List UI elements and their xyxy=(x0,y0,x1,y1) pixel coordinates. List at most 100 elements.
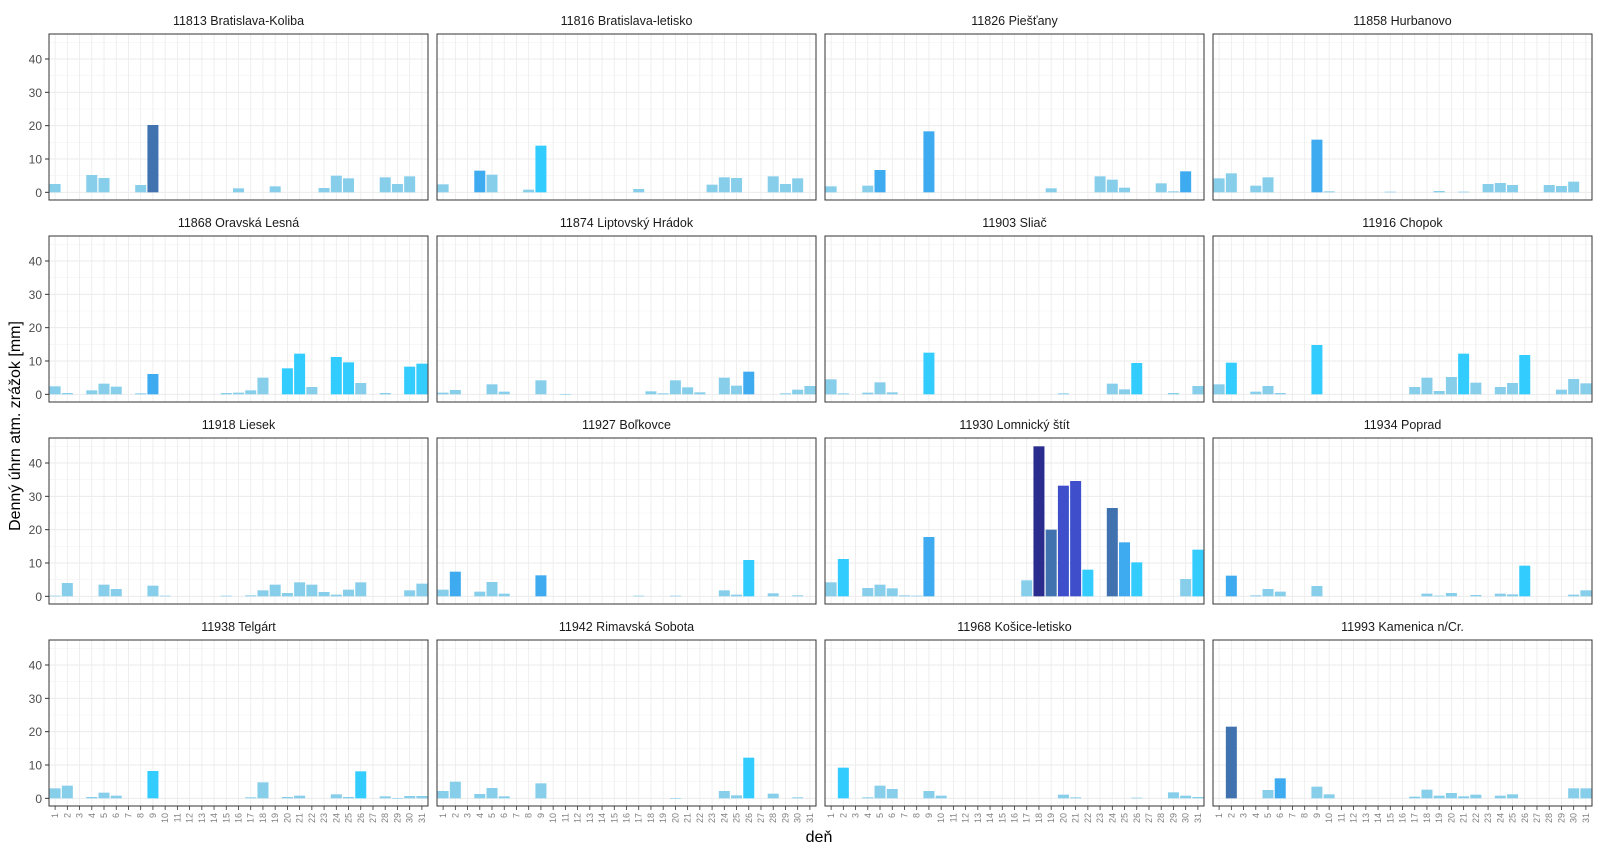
x-tick-label: 31 xyxy=(805,813,815,823)
bar-day-29 xyxy=(1167,191,1179,193)
bar-day-31 xyxy=(804,386,816,395)
bar-day-8 xyxy=(911,595,923,597)
bar-day-24 xyxy=(1494,387,1506,395)
x-tick-label: 27 xyxy=(1532,813,1542,823)
bar-day-9 xyxy=(1311,786,1323,799)
bar-day-6 xyxy=(498,593,510,597)
bar-day-24 xyxy=(718,791,730,799)
bar-day-29 xyxy=(1555,389,1567,395)
bar-day-24 xyxy=(1494,183,1506,193)
bar-day-25 xyxy=(343,362,355,395)
x-tick-label: 11 xyxy=(560,813,570,822)
bar-day-25 xyxy=(1119,389,1131,395)
x-tick-label: 4 xyxy=(1251,813,1261,818)
bar-day-21 xyxy=(294,353,306,395)
x-tick-label: 26 xyxy=(1132,813,1142,823)
bar-day-4 xyxy=(474,591,486,597)
x-tick-label: 5 xyxy=(1263,813,1273,818)
bar-day-1 xyxy=(437,184,449,193)
bar-day-18 xyxy=(257,377,269,395)
bar-day-30 xyxy=(792,797,804,799)
x-tick-label: 7 xyxy=(123,813,133,818)
x-tick-label: 30 xyxy=(1569,813,1579,823)
panel-title: 11930 Lomnický štít xyxy=(959,418,1070,432)
bar-day-2 xyxy=(61,785,73,799)
bar-day-21 xyxy=(1070,797,1082,799)
bar-day-6 xyxy=(886,789,898,799)
panel-10: 11927 Boľkovce xyxy=(436,418,817,605)
panel-1: 11813 Bratislava-Koliba 0 10 20 30 40 xyxy=(29,14,429,201)
x-tick-label: 13 xyxy=(197,813,207,823)
x-tick-label: 28 xyxy=(380,813,390,823)
bar-day-9 xyxy=(923,131,935,193)
bar-day-24 xyxy=(1494,593,1506,597)
bar-day-19 xyxy=(1045,188,1057,193)
bar-day-1 xyxy=(825,582,837,597)
bar-day-20 xyxy=(1057,393,1069,395)
x-tick-label: 19 xyxy=(1046,813,1056,823)
bar-day-1 xyxy=(49,788,61,799)
bar-day-18 xyxy=(257,782,269,799)
bar-day-5 xyxy=(874,584,886,597)
bar-day-15 xyxy=(220,595,232,597)
bar-day-25 xyxy=(1507,383,1519,395)
x-tick-label: 22 xyxy=(1083,813,1093,823)
bar-day-28 xyxy=(379,796,391,799)
x-tick-label: 19 xyxy=(658,813,668,823)
bar-day-24 xyxy=(1106,383,1118,395)
bar-day-20 xyxy=(669,798,681,799)
bar-day-25 xyxy=(731,795,743,799)
y-tick-label: 40 xyxy=(29,457,43,471)
bar-day-17 xyxy=(245,797,257,799)
bar-day-4 xyxy=(1250,391,1262,395)
bar-day-20 xyxy=(1057,485,1069,597)
bar-day-22 xyxy=(306,387,318,395)
x-tick-label: 4 xyxy=(475,813,485,818)
panel-border xyxy=(1212,235,1593,403)
x-tick-label: 13 xyxy=(973,813,983,823)
bar-day-30 xyxy=(404,590,416,597)
x-tick-label: 3 xyxy=(463,813,473,818)
bar-day-30 xyxy=(1180,171,1192,193)
x-tick-label: 22 xyxy=(307,813,317,823)
bar-day-26 xyxy=(1519,565,1531,597)
y-tick-label: 10 xyxy=(29,355,43,369)
bar-day-31 xyxy=(416,583,428,597)
bar-day-22 xyxy=(1470,794,1482,799)
x-tick-label: 12 xyxy=(961,813,971,823)
bar-day-4 xyxy=(862,588,874,597)
bar-day-2 xyxy=(1225,173,1237,193)
bar-day-30 xyxy=(1180,579,1192,597)
x-tick-label: 20 xyxy=(1446,813,1456,823)
bar-day-4 xyxy=(86,797,98,799)
bar-day-26 xyxy=(743,560,755,597)
x-tick-label: 28 xyxy=(768,813,778,823)
bar-day-10 xyxy=(1323,191,1335,193)
bar-day-17 xyxy=(1409,796,1421,799)
bar-day-24 xyxy=(718,377,730,395)
x-tick-label: 14 xyxy=(985,813,995,823)
bar-day-9 xyxy=(923,791,935,799)
panel-title: 11993 Kamenica n/Cr. xyxy=(1341,620,1464,634)
y-tick-label: 20 xyxy=(29,725,43,739)
x-tick-label: 24 xyxy=(1495,813,1505,823)
bar-day-9 xyxy=(535,380,547,395)
x-tick-label: 1 xyxy=(826,813,836,818)
bar-day-6 xyxy=(110,386,122,395)
bar-day-10 xyxy=(935,795,947,799)
y-tick-label: 40 xyxy=(29,255,43,269)
bar-day-30 xyxy=(1568,788,1580,799)
bar-day-8 xyxy=(135,393,147,395)
panel-title: 11858 Hurbanovo xyxy=(1353,14,1452,28)
bar-day-31 xyxy=(1580,788,1592,799)
bar-day-30 xyxy=(1568,181,1580,193)
y-tick-label: 10 xyxy=(29,557,43,571)
x-tick-label: 19 xyxy=(1434,813,1444,823)
x-tick-label: 14 xyxy=(1373,813,1383,823)
x-tick-label: 31 xyxy=(1581,813,1591,823)
x-tick-label: 1 xyxy=(50,813,60,818)
bar-day-9 xyxy=(147,585,159,597)
bar-day-20 xyxy=(669,380,681,395)
